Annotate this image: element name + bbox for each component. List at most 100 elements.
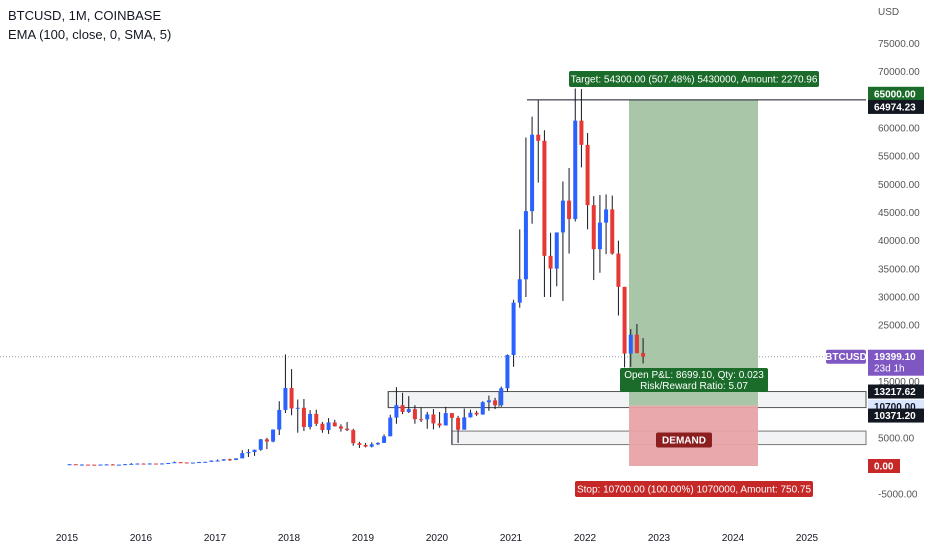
candle-up bbox=[258, 439, 263, 450]
candle-down bbox=[536, 134, 541, 141]
ath-price-tag-bg bbox=[868, 99, 924, 114]
y-tick-label: -5000.00 bbox=[878, 490, 918, 501]
candle-down bbox=[351, 430, 356, 444]
candle-down bbox=[227, 459, 232, 461]
symbol-tag-bg bbox=[826, 349, 866, 364]
x-tick-label: 2020 bbox=[426, 533, 449, 544]
candle-up bbox=[468, 412, 473, 418]
stop-price-tag: 0.00 bbox=[868, 459, 900, 473]
candle-up bbox=[295, 407, 300, 409]
stop-price-tag-bg bbox=[868, 459, 900, 473]
y-tick-label: 50000.00 bbox=[878, 180, 920, 191]
y-tick-label: 25000.00 bbox=[878, 321, 920, 332]
candle-up bbox=[172, 462, 177, 464]
candle-up bbox=[147, 463, 152, 465]
ath-price-tag: 64974.23 bbox=[868, 99, 924, 114]
stop-label: Stop: 10700.00 (100.00%) 1070000, Amount… bbox=[575, 481, 813, 497]
ath-price-tag-text: 64974.23 bbox=[874, 102, 916, 113]
candle-up bbox=[326, 422, 331, 430]
candle-up bbox=[116, 464, 121, 466]
x-tick-label: 2016 bbox=[130, 533, 153, 544]
candle-down bbox=[585, 144, 590, 206]
candle-up bbox=[166, 463, 171, 465]
candle-down bbox=[141, 463, 146, 465]
candle-up bbox=[604, 209, 609, 223]
target-zone bbox=[629, 99, 758, 406]
open-pnl-line1: Open P&L: 8699.10, Qty: 0.023 bbox=[624, 370, 764, 381]
symbol-tag-text: BTCUSD bbox=[825, 352, 867, 363]
symbol-tag: BTCUSD bbox=[825, 349, 867, 364]
x-tick-label: 2021 bbox=[500, 533, 523, 544]
level-a-price-tag: 13217.62 bbox=[868, 384, 924, 399]
candle-down bbox=[314, 413, 319, 424]
candle-down bbox=[641, 353, 646, 357]
candle-up bbox=[560, 200, 565, 233]
candle-down bbox=[437, 423, 442, 426]
candle-up bbox=[234, 458, 239, 460]
candle-up bbox=[135, 463, 140, 465]
target-label: Target: 54300.00 (507.48%) 5430000, Amou… bbox=[569, 71, 819, 87]
candle-down bbox=[622, 286, 627, 354]
candle-up bbox=[246, 452, 251, 454]
y-tick-label: 55000.00 bbox=[878, 152, 920, 163]
candle-down bbox=[456, 417, 461, 430]
candle-up bbox=[190, 462, 195, 464]
candle-down bbox=[153, 463, 158, 465]
candle-down bbox=[616, 253, 621, 287]
candle-up bbox=[486, 400, 491, 403]
target-price-tag: 65000.00 bbox=[868, 86, 924, 101]
candle-up bbox=[573, 120, 578, 220]
y-tick-label: 60000.00 bbox=[878, 123, 920, 134]
stop-label-text: Stop: 10700.00 (100.00%) 1070000, Amount… bbox=[577, 485, 812, 496]
candle-down bbox=[419, 419, 424, 421]
candle-up bbox=[215, 460, 220, 462]
candle-down bbox=[493, 400, 498, 406]
candle-down bbox=[412, 409, 417, 420]
candle-down bbox=[591, 205, 596, 250]
candle-down bbox=[363, 444, 368, 447]
candle-down bbox=[320, 423, 325, 430]
candle-up bbox=[240, 453, 245, 459]
candle-up bbox=[277, 409, 282, 430]
candle-up bbox=[462, 417, 467, 430]
candle-up bbox=[252, 449, 257, 453]
x-tick-label: 2025 bbox=[796, 533, 819, 544]
candle-up bbox=[505, 355, 510, 389]
y-axis-unit: USD bbox=[878, 7, 899, 18]
candle-up bbox=[523, 211, 528, 280]
candle-up bbox=[425, 414, 430, 420]
candle-up bbox=[388, 417, 393, 437]
candle-down bbox=[289, 387, 294, 409]
open-pnl-line2: Risk/Reward Ratio: 5.07 bbox=[640, 381, 748, 392]
x-tick-label: 2018 bbox=[278, 533, 301, 544]
candle-up bbox=[160, 463, 165, 465]
level-a-price-tag-bg bbox=[868, 384, 924, 399]
candle-down bbox=[357, 443, 362, 445]
y-tick-label: 75000.00 bbox=[878, 39, 920, 50]
x-tick-label: 2017 bbox=[204, 533, 227, 544]
open-pnl-label: Open P&L: 8699.10, Qty: 0.023Risk/Reward… bbox=[620, 368, 768, 392]
level-c-price-tag: 10371.20 bbox=[868, 408, 924, 423]
candle-up bbox=[104, 464, 109, 466]
candle-down bbox=[110, 464, 115, 466]
level-a-price-tag-text: 13217.62 bbox=[874, 387, 916, 398]
demand-label-bg bbox=[656, 432, 712, 448]
level-c-price-tag-bg bbox=[868, 408, 924, 423]
candle-up bbox=[499, 388, 504, 406]
x-tick-label: 2023 bbox=[648, 533, 671, 544]
target-label-bg bbox=[569, 71, 819, 87]
target-price-tag-bg bbox=[868, 86, 924, 101]
candle-up bbox=[369, 444, 374, 447]
candle-up bbox=[382, 436, 387, 443]
candle-down bbox=[184, 462, 189, 464]
candle-up bbox=[597, 222, 602, 250]
current-price-bg bbox=[868, 349, 924, 376]
candle-up bbox=[394, 405, 399, 418]
candle-up bbox=[511, 302, 516, 356]
candle-up bbox=[197, 462, 202, 464]
open-pnl-bg bbox=[620, 368, 768, 392]
y-tick-label: 35000.00 bbox=[878, 264, 920, 275]
candle-up bbox=[530, 134, 535, 212]
candle-up bbox=[67, 464, 72, 466]
